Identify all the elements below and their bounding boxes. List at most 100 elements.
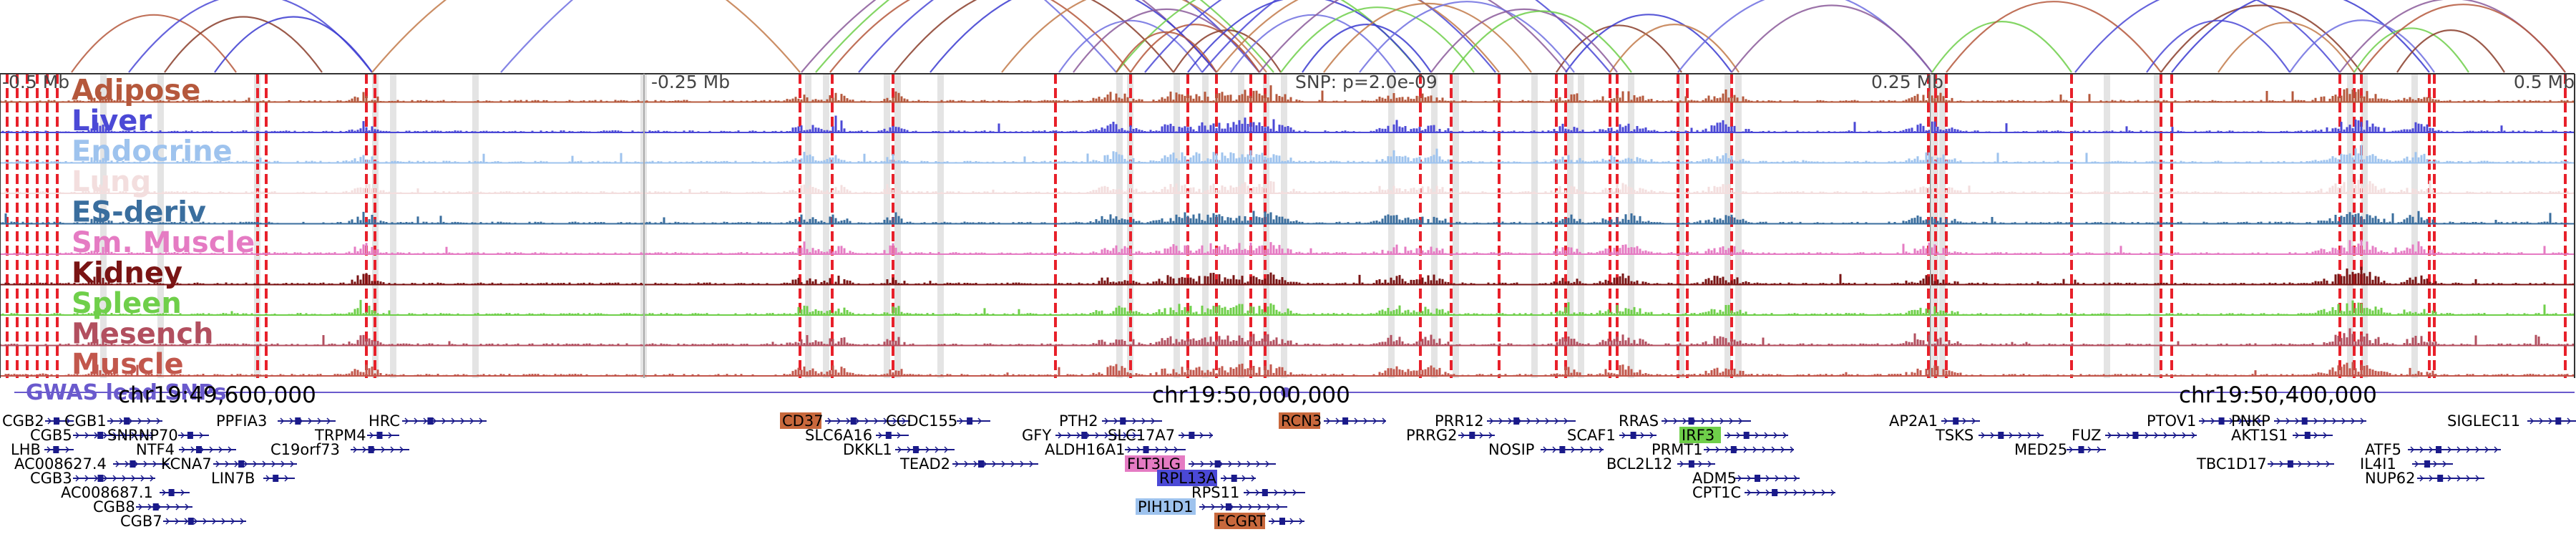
gene-highlight xyxy=(1157,470,1217,486)
gene-label: AKT1S1 xyxy=(2231,427,2288,444)
gene-exon xyxy=(1120,417,1126,425)
gene-exon xyxy=(1279,518,1285,525)
gene-label: SIGLEC11 xyxy=(2447,412,2520,430)
gene-exon xyxy=(2424,460,2431,468)
gene-hrc: HRC xyxy=(369,412,487,430)
highlight-column-12 xyxy=(1116,74,1123,378)
gene-highlight xyxy=(1125,455,1185,472)
gene-cd37: CD37 xyxy=(780,412,910,430)
gene-exon xyxy=(2078,446,2084,453)
track-signal xyxy=(4,145,2572,163)
track-signal xyxy=(0,85,2575,102)
gene-exon xyxy=(152,503,159,511)
track-label: ES-deriv xyxy=(72,196,206,229)
gene-exon xyxy=(885,432,892,439)
gene-il4i1: IL4I1 xyxy=(2360,455,2453,473)
highlight-column-18 xyxy=(1281,74,1287,378)
gene-prr12: PRR12 xyxy=(1435,412,1576,430)
gene-label: KCNA7 xyxy=(161,455,212,473)
gene-akt1s1: AKT1S1 xyxy=(2231,427,2333,444)
chrom-labels: chr19:49,600,000 chr19:50,000,000 chr19:50… xyxy=(118,382,2377,408)
gene-slc6a16: SLC6A16 xyxy=(805,427,909,444)
gene-strand xyxy=(955,460,1034,468)
gene-snrnp70: SNRNP70 xyxy=(107,427,209,444)
gene-strand xyxy=(1104,417,1156,425)
gene-atf5: ATF5 xyxy=(2365,441,2501,458)
gene-pth2: PTH2 xyxy=(1059,412,1162,430)
gene-label: PIH1D1 xyxy=(1138,498,1194,516)
track-signal xyxy=(4,239,2569,254)
gene-exon xyxy=(368,446,374,453)
highlight-column-22 xyxy=(1531,74,1538,378)
gene-cgb2: CGB2 xyxy=(2,412,74,430)
gene-exon xyxy=(2437,475,2444,482)
gene-strand xyxy=(165,518,245,525)
highlight-column-4 xyxy=(390,74,396,378)
gene-exon xyxy=(196,446,202,453)
gene-highlight xyxy=(1136,498,1196,515)
gene-strand xyxy=(1058,432,1137,439)
arc-47 xyxy=(1452,10,1632,73)
arc-33 xyxy=(2074,0,2341,73)
gene-strand xyxy=(138,503,190,511)
gene-ppfia3: PPFIA3 xyxy=(216,412,336,430)
gene-strand xyxy=(280,417,331,425)
gene-exon xyxy=(1214,460,1221,468)
gene-adm5: ADM5 xyxy=(1692,470,1800,487)
gene-strand xyxy=(1489,417,1568,425)
arc-45 xyxy=(1359,1,1575,73)
gene-strand xyxy=(2276,417,2365,425)
gene-exon xyxy=(1772,489,1778,496)
gene-exon xyxy=(168,489,175,496)
gene-strand xyxy=(75,475,155,482)
gene-exon xyxy=(427,417,434,425)
chrom-label-2: chr19:50,400,000 xyxy=(2179,382,2377,408)
gene-exon xyxy=(97,475,104,482)
gene-exon xyxy=(1469,432,1475,439)
gene-exon xyxy=(2301,417,2308,425)
arc-2 xyxy=(164,16,323,73)
highlight-column-27 xyxy=(1724,74,1731,378)
arc-31 xyxy=(1931,21,2072,73)
gene-gfy: GFY xyxy=(1022,427,1142,444)
track-signal xyxy=(0,299,2575,315)
gene-fuz: FUZ xyxy=(2072,427,2197,444)
gene-exon xyxy=(54,417,59,425)
arc-46 xyxy=(1430,8,1618,73)
gene-strand xyxy=(897,446,949,453)
gene-exon xyxy=(1630,432,1636,439)
gene-label: LHB xyxy=(11,441,41,458)
interaction-arcs xyxy=(71,0,2566,73)
gene-exon xyxy=(1262,489,1268,496)
gene-c19orf73: C19orf73 xyxy=(270,441,409,458)
gene-strand xyxy=(1664,417,1743,425)
track-label: Mesench xyxy=(72,318,214,351)
chrom-label-0: chr19:49,600,000 xyxy=(118,382,316,408)
gene-label: NTF4 xyxy=(136,441,175,458)
highlight-column-31 xyxy=(2104,74,2110,378)
genes: CGB2 CGB1CGB5LHBAC008627.4CGB3AC008687.1C… xyxy=(2,412,2576,530)
gene-exon xyxy=(978,460,984,468)
gene-label: C19orf73 xyxy=(270,441,340,458)
gene-label: CGB2 xyxy=(2,412,44,430)
gene-label: LIN7B xyxy=(211,470,255,487)
highlight-column-21 xyxy=(1453,74,1459,378)
gene-strand xyxy=(75,432,155,439)
highlight-column-23 xyxy=(1567,74,1574,378)
track-es-deriv: ES-deriv xyxy=(0,196,2575,229)
gene-exon xyxy=(1559,446,1566,453)
highlight-column-35 xyxy=(2411,74,2418,378)
gene-ptov1: PTOV1 xyxy=(2147,412,2265,430)
gene-tead2: TEAD2 xyxy=(899,455,1038,473)
gene-label: HRC xyxy=(369,412,400,430)
arc-0 xyxy=(71,14,237,73)
highlight-column-24 xyxy=(1578,74,1584,378)
gene-exon xyxy=(1998,432,2004,439)
arc-28 xyxy=(1609,24,1740,73)
gene-strand xyxy=(353,446,404,453)
arc-32 xyxy=(1946,1,2162,73)
track-signal xyxy=(0,328,2575,346)
gene-label: PRMT1 xyxy=(1652,441,1703,458)
gwas-row: GWAS lead SNPs xyxy=(14,380,2575,405)
